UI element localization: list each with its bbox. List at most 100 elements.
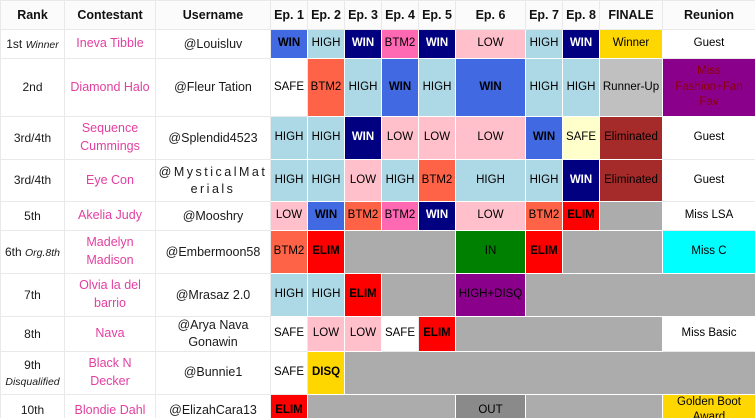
- cell-ep-5: LOW: [418, 116, 456, 160]
- cell-ep-3: BTM2: [344, 201, 382, 231]
- cell-ep-8-to-finale: [562, 230, 663, 274]
- rank-label: 7th: [24, 287, 41, 302]
- table-row: 7th Olvia la del barrio @Mrasaz 2.0 HIGH HIG…: [0, 273, 755, 317]
- contestant-link[interactable]: Ineva Tibble: [76, 36, 144, 51]
- cell-username: @ElizahCara13: [155, 393, 271, 418]
- cell-reunion: Miss LSA: [662, 201, 755, 231]
- cell-reunion: Guest: [662, 29, 755, 59]
- cell-ep-6: LOW: [455, 201, 526, 231]
- cell-reunion: Guest: [662, 116, 755, 160]
- contestant-link[interactable]: Blondie Dahl: [74, 402, 146, 417]
- column-header-rank: Rank: [0, 0, 65, 30]
- cell-ep-4: BTM2: [381, 29, 419, 59]
- cell-ep-2: HIGH: [307, 273, 345, 317]
- rank-label: 10th: [20, 403, 45, 418]
- contestant-link[interactable]: Black N Decker: [88, 356, 132, 388]
- cell-ep-5: BTM2: [418, 159, 456, 202]
- cell-ep-6: OUT: [455, 393, 526, 418]
- cell-ep-1: HIGH: [270, 273, 308, 317]
- rank-label: 1st: [6, 36, 23, 51]
- column-header-username: Username: [155, 0, 271, 30]
- column-header-contestant: Contestant: [64, 0, 156, 30]
- table-row: 10th Blondie Dahl @ElizahCara13 ELIM OUT Gold…: [0, 393, 755, 418]
- cell-ep-4-to-ep-5: [381, 273, 456, 317]
- column-header-ep-6: Ep. 6: [455, 0, 526, 30]
- cell-ep-1: SAFE: [270, 350, 308, 395]
- cell-username: @Arya Nava Gonawin: [155, 316, 271, 352]
- cell-ep-1: HIGH: [270, 116, 308, 160]
- cell-ep-3: WIN: [344, 29, 382, 59]
- cell-rank: 3rd/4th: [0, 159, 65, 202]
- cell-ep-2: WIN: [307, 201, 345, 231]
- cell-ep-1: WIN: [270, 29, 308, 59]
- cell-ep-6: HIGH: [455, 159, 526, 202]
- cell-ep-8: ELIM: [562, 201, 600, 231]
- cell-contestant: Diamond Halo: [64, 58, 156, 117]
- cell-username: @Bunnie1: [155, 350, 271, 395]
- cell-contestant: Black N Decker: [64, 350, 156, 395]
- cell-reunion: Miss Basic: [662, 316, 755, 352]
- column-header-ep-1: Ep. 1: [270, 0, 308, 30]
- table-row: 6th Org.8th Madelyn Madison @Embermoon58 BT…: [0, 230, 755, 274]
- rank-label: 3rd/4th: [13, 130, 52, 145]
- cell-ep-3: WIN: [344, 116, 382, 160]
- rank-label: 5th: [24, 208, 41, 223]
- cell-ep-3-to-reunion: [344, 350, 755, 395]
- rank-label: 2nd: [22, 80, 43, 95]
- cell-rank: 8th: [0, 316, 65, 352]
- cell-ep-7: HIGH: [525, 29, 563, 59]
- rank-note: Org.8th: [25, 246, 61, 259]
- column-header-ep-7: Ep. 7: [525, 0, 563, 30]
- cell-username: @MysticalMaterials: [155, 159, 271, 202]
- table-row: 3rd/4th Sequence Cummings @Splendid4523 HIG…: [0, 116, 755, 160]
- cell-ep-6: WIN: [455, 58, 526, 117]
- contestant-link[interactable]: Madelyn Madison: [86, 235, 134, 267]
- cell-ep-4: BTM2: [381, 201, 419, 231]
- column-header-ep-8: Ep. 8: [562, 0, 600, 30]
- cell-ep-1: BTM2: [270, 230, 308, 274]
- cell-ep-7: HIGH: [525, 58, 563, 117]
- cell-finale: Eliminated: [599, 159, 663, 202]
- cell-username: @Splendid4523: [155, 116, 271, 160]
- table-row: 1st Winner Ineva Tibble @Louisluv WIN HIGH WI…: [0, 29, 755, 59]
- cell-ep-6: IN: [455, 230, 526, 274]
- contestant-link[interactable]: Diamond Halo: [70, 79, 150, 94]
- cell-ep-7-to-finale: [525, 393, 663, 418]
- rank-label: 8th: [24, 326, 41, 341]
- cell-ep-5: HIGH: [418, 58, 456, 117]
- cell-ep-7: BTM2: [525, 201, 563, 231]
- cell-rank: 3rd/4th: [0, 116, 65, 160]
- contestant-link[interactable]: Eye Con: [86, 172, 134, 187]
- column-header-finale: FINALE: [599, 0, 663, 30]
- cell-ep-3: ELIM: [344, 273, 382, 317]
- cell-ep-6: HIGH+DISQ: [455, 273, 526, 317]
- cell-ep-2: DISQ: [307, 350, 345, 395]
- cell-ep-6: LOW: [455, 116, 526, 160]
- cell-contestant: Nava: [64, 316, 156, 352]
- cell-ep-6: LOW: [455, 29, 526, 59]
- cell-ep-1: LOW: [270, 201, 308, 231]
- cell-ep-6-to-finale: [455, 316, 663, 352]
- cell-username: @Louisluv: [155, 29, 271, 59]
- cell-reunion: Miss C: [662, 230, 755, 274]
- cell-ep-8: HIGH: [562, 58, 600, 117]
- cell-ep-7-to-reunion: [525, 273, 755, 317]
- cell-finale: [599, 201, 663, 231]
- cell-ep-1: HIGH: [270, 159, 308, 202]
- contestant-link[interactable]: Akelia Judy: [78, 208, 142, 223]
- contestant-link[interactable]: Nava: [95, 326, 125, 341]
- cell-ep-2: HIGH: [307, 159, 345, 202]
- table-row: 8th Nava @Arya Nava Gonawin SAFE LOW LOW SAFE E…: [0, 316, 755, 352]
- cell-rank: 10th: [0, 393, 65, 418]
- cell-finale: Runner-Up: [599, 58, 663, 117]
- cell-ep-3-to-ep-5: [344, 230, 456, 274]
- cell-ep-5: WIN: [418, 201, 456, 231]
- table-row: 5th Akelia Judy @Mooshry LOW WIN BTM2 BTM2 WIN L…: [0, 201, 755, 231]
- cell-contestant: Madelyn Madison: [64, 230, 156, 274]
- contestant-link[interactable]: Olvia la del barrio: [79, 278, 141, 310]
- cell-username: @Fleur Tation: [155, 58, 271, 117]
- cell-rank: 5th: [0, 201, 65, 231]
- contestant-link[interactable]: Sequence Cummings: [80, 121, 140, 153]
- cell-ep-4: HIGH: [381, 159, 419, 202]
